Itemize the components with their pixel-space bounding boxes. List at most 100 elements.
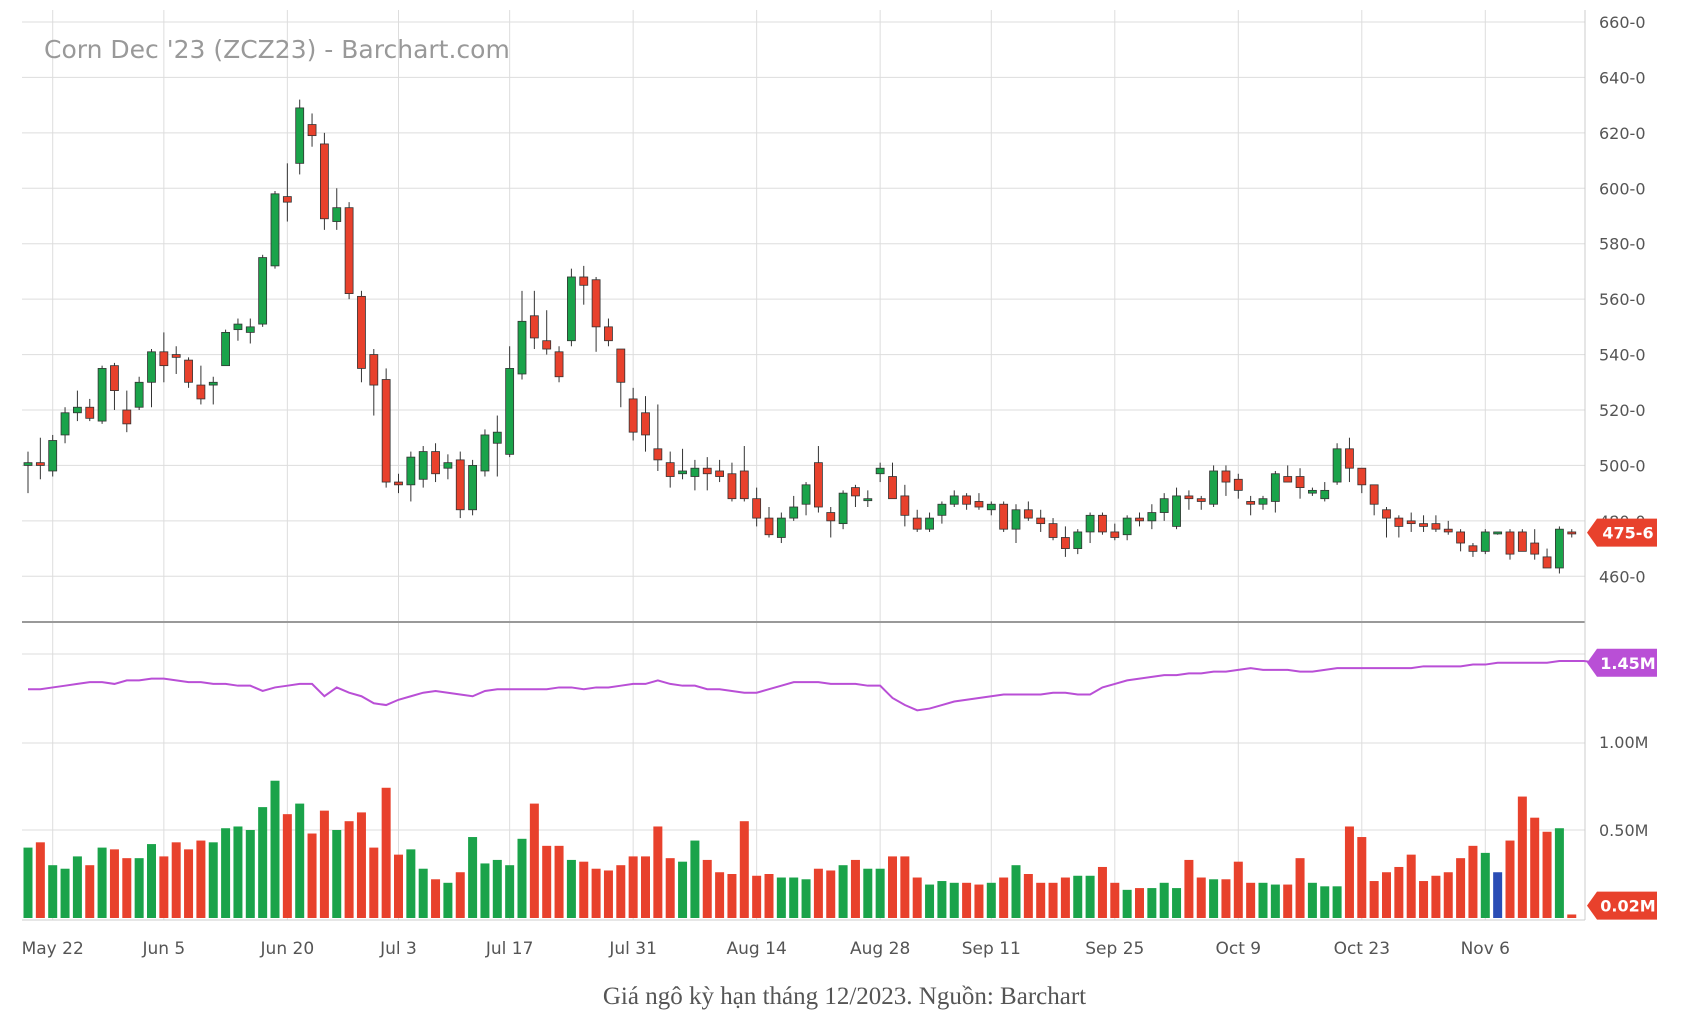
candle: [579, 265, 589, 305]
candle-body: [727, 473, 737, 500]
candle-body: [1283, 476, 1293, 483]
candle-body: [97, 368, 107, 422]
candle: [1283, 465, 1293, 483]
candle: [1419, 515, 1428, 532]
volume-bar: [1147, 888, 1157, 918]
candle-body: [1023, 509, 1033, 519]
volume-bar: [147, 844, 156, 918]
volume-bar: [1357, 837, 1367, 918]
volume-bar: [480, 863, 490, 918]
volume-bar: [1419, 881, 1429, 918]
candle: [295, 99, 305, 175]
volume-bar: [1135, 888, 1144, 918]
candle-body: [134, 381, 144, 408]
candle-body: [159, 351, 169, 367]
candle-body: [1308, 489, 1317, 494]
price-tick-label: 540-0: [1599, 346, 1646, 365]
volume-bar: [1159, 882, 1169, 918]
candle-body: [245, 326, 255, 333]
volume-bar: [270, 780, 280, 918]
candle-body: [431, 451, 440, 475]
candle-body: [604, 326, 613, 342]
candle: [1382, 507, 1391, 538]
volume-bar: [653, 826, 663, 918]
candle: [801, 482, 811, 516]
date-tick-label: Sep 11: [962, 939, 1021, 959]
volume-bar: [1233, 861, 1243, 918]
candle-body: [801, 484, 811, 505]
candle: [505, 346, 515, 458]
candle: [1270, 470, 1280, 513]
candle: [1172, 487, 1181, 530]
candle-body: [1419, 523, 1428, 527]
volume-bar: [1011, 865, 1021, 918]
candle-body: [1135, 517, 1144, 522]
volume-bar: [85, 865, 95, 918]
volume-bar: [752, 875, 762, 918]
candle: [517, 290, 527, 380]
candle: [986, 501, 996, 516]
candle-body: [529, 315, 539, 339]
date-tick-label: Sep 25: [1085, 939, 1144, 959]
candle: [678, 448, 687, 480]
candle-body: [1443, 528, 1453, 533]
date-tick-label: Aug 28: [850, 939, 910, 959]
volume-bar: [319, 810, 329, 918]
volume-badge-text: 0.02M: [1600, 897, 1655, 916]
volume-bar: [1122, 889, 1132, 918]
volume-bar: [221, 828, 231, 918]
candle: [48, 434, 58, 477]
volume-bar: [616, 865, 626, 918]
candle: [1394, 515, 1404, 538]
candle: [282, 163, 292, 222]
date-tick-label: Jun 20: [260, 939, 315, 959]
volume-tick-label: 0.50M: [1599, 821, 1648, 840]
candle-body: [888, 476, 897, 500]
volume-badge-shape: [1587, 891, 1657, 920]
candle-body: [1061, 537, 1070, 549]
volume-bar: [1196, 877, 1206, 918]
date-tick-label: May 22: [22, 939, 84, 959]
candle-body: [110, 365, 119, 391]
candle: [962, 493, 971, 510]
candle-body: [962, 495, 971, 505]
volume-bar: [134, 858, 144, 918]
candle-body: [357, 295, 366, 369]
volume-bar: [591, 868, 601, 918]
volume-bar: [35, 842, 45, 918]
candle: [1085, 512, 1095, 544]
candle-body: [1468, 545, 1478, 552]
volume-bar: [72, 856, 82, 918]
candle: [1246, 495, 1256, 516]
candle: [1011, 504, 1021, 544]
candle: [616, 348, 626, 408]
volume-bar: [48, 865, 58, 918]
candle-body: [196, 384, 206, 400]
volume-bar: [295, 803, 305, 918]
volume-bar: [776, 877, 786, 918]
candle-body: [468, 465, 478, 511]
volume-bar: [813, 868, 823, 918]
candle: [1184, 490, 1194, 510]
price-tick-label: 620-0: [1599, 124, 1646, 143]
candle: [888, 462, 897, 500]
last-price-badge: 475-6: [1587, 518, 1657, 547]
volume-bar: [1172, 888, 1182, 918]
candle: [1159, 493, 1169, 521]
candle: [110, 362, 119, 410]
candle: [875, 462, 885, 483]
candle: [826, 507, 836, 538]
candle: [1345, 437, 1354, 483]
volume-bar: [1443, 872, 1453, 918]
candle: [591, 276, 601, 352]
volume-bar: [97, 847, 107, 918]
candle: [752, 487, 762, 527]
volume-bar: [431, 879, 441, 918]
candle: [406, 451, 416, 502]
candle: [196, 365, 206, 405]
candle-body: [628, 398, 638, 433]
volume-bar: [925, 884, 935, 918]
volume-bar: [1307, 882, 1317, 918]
candle-body: [1369, 484, 1379, 505]
candle-body: [1493, 531, 1503, 535]
